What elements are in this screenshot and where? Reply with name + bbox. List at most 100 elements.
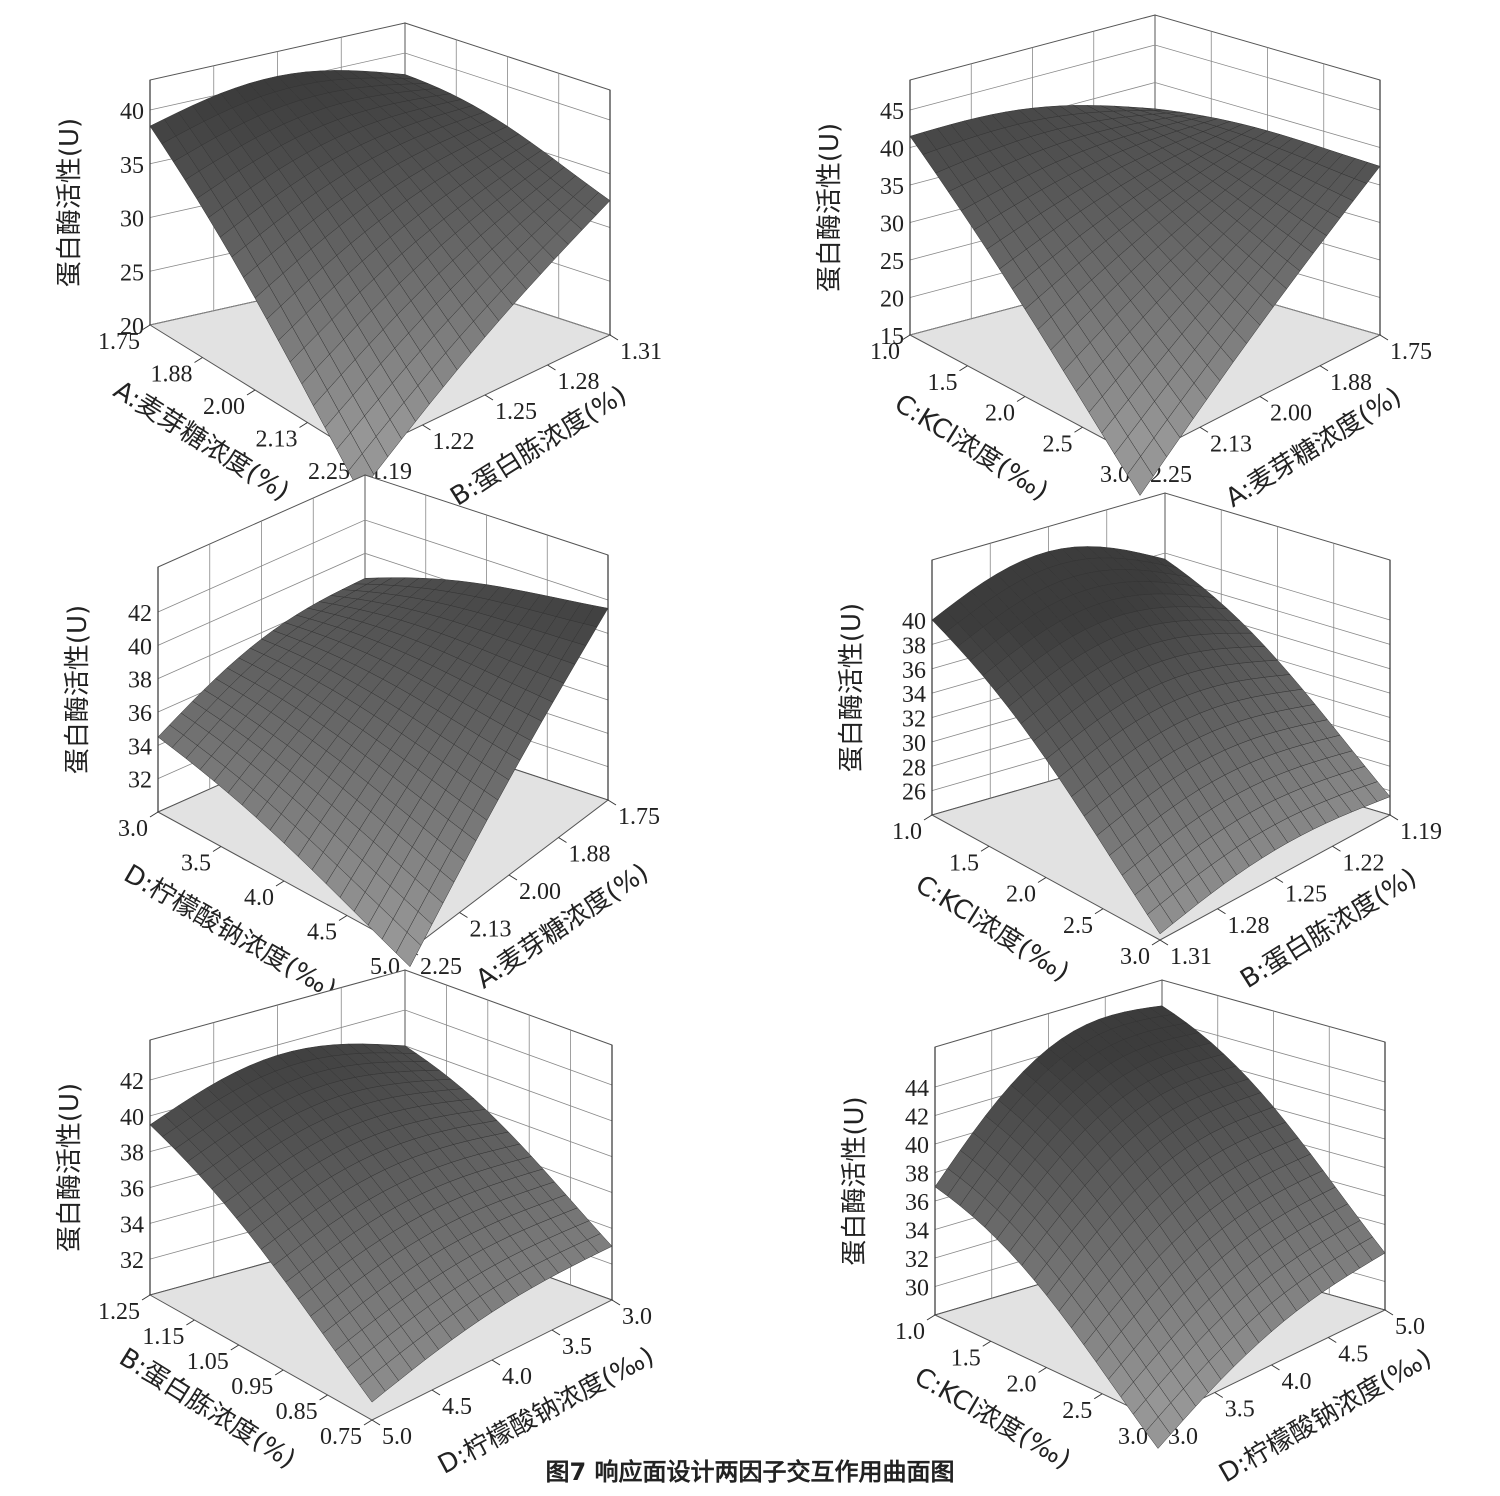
y-tick-label: 1.88 xyxy=(1330,370,1372,396)
x-tick-mark xyxy=(1038,1367,1047,1373)
z-tick-label: 36 xyxy=(902,658,926,684)
figure-caption: 图7 响应面设计两因子交互作用曲面图 xyxy=(545,1458,955,1486)
x-tick-label: 2.0 xyxy=(1006,882,1036,908)
x-tick-label: 3.5 xyxy=(181,851,211,877)
y-tick-mark xyxy=(1274,877,1284,883)
surface-cell xyxy=(1145,1416,1171,1449)
x-tick-mark xyxy=(299,422,308,428)
x-tick-mark xyxy=(275,880,285,887)
y-tick-label: 1.25 xyxy=(495,399,537,425)
y-tick-label: 2.13 xyxy=(470,917,512,943)
x-tick-mark xyxy=(338,915,348,921)
z-tick-label: 35 xyxy=(880,174,904,200)
x-tick-label: 1.75 xyxy=(98,329,140,355)
x-tick-label: 2.25 xyxy=(308,459,350,485)
y-tick-mark xyxy=(431,1389,441,1396)
x-tick-mark xyxy=(1037,877,1047,883)
x-tick-label: 1.15 xyxy=(142,1324,184,1350)
y-tick-mark xyxy=(1389,814,1399,821)
y-tick-mark xyxy=(551,1329,561,1336)
x-tick-label: 3.0 xyxy=(118,816,148,842)
x-tick-mark xyxy=(186,1319,195,1326)
wall-gridline xyxy=(909,44,1381,111)
x-tick-mark xyxy=(141,1294,151,1301)
y-tick-label: 1.75 xyxy=(618,804,660,830)
z-tick-label: 30 xyxy=(905,1276,929,1302)
x-tick-label: 2.5 xyxy=(1062,1398,1092,1424)
wall-gridline xyxy=(157,519,609,613)
x-tick-mark xyxy=(1151,939,1161,946)
x-tick-mark xyxy=(212,846,222,852)
z-axis-title: 蛋白酶活性(U) xyxy=(55,1083,85,1252)
x-tick-mark xyxy=(246,389,256,396)
y-tick-mark xyxy=(1332,845,1341,852)
y-tick-label: 1.28 xyxy=(1228,913,1270,939)
x-tick-mark xyxy=(1074,426,1083,433)
z-tick-label: 25 xyxy=(120,260,144,286)
x-axis-title: C:KCl浓度(‰) xyxy=(889,389,1053,507)
chart-panel-5: 42 40 38 36 34 32 蛋白酶活性(U) 1.251.151.050.950.85… xyxy=(55,969,659,1481)
z-tick-label: 32 xyxy=(902,707,926,733)
z-tick-label: 32 xyxy=(905,1247,929,1273)
x-tick-mark xyxy=(194,357,203,363)
y-tick-mark xyxy=(422,424,431,431)
x-tick-mark xyxy=(1093,1393,1103,1400)
response-surface xyxy=(149,70,611,494)
z-tick-label: 38 xyxy=(128,668,152,694)
x-tick-mark xyxy=(1016,396,1026,402)
z-tick-label: 20 xyxy=(880,287,904,313)
z-tick-label: 40 xyxy=(120,99,144,125)
y-tick-mark xyxy=(371,1419,381,1426)
y-tick-label: 3.0 xyxy=(622,1304,652,1330)
y-tick-mark xyxy=(558,837,567,843)
y-tick-label: 1.25 xyxy=(1285,882,1327,908)
y-tick-mark xyxy=(1199,426,1209,433)
z-tick-label: 42 xyxy=(905,1105,929,1131)
z-tick-label: 36 xyxy=(120,1177,144,1203)
x-tick-label: 2.5 xyxy=(1063,913,1093,939)
x-tick-mark xyxy=(926,1314,936,1321)
y-tick-label: 1.28 xyxy=(558,369,600,395)
y-tick-mark xyxy=(607,799,617,806)
y-tick-label: 1.31 xyxy=(1170,944,1212,970)
y-tick-label: 4.0 xyxy=(1282,1369,1312,1395)
z-tick-label: 38 xyxy=(905,1162,929,1188)
y-tick-mark xyxy=(1217,908,1226,915)
z-tick-label: 36 xyxy=(905,1190,929,1216)
y-tick-mark xyxy=(1319,365,1329,372)
y-tick-mark xyxy=(1384,1309,1394,1316)
z-tick-label: 30 xyxy=(120,207,144,233)
z-axis-title: 蛋白酶活性(U) xyxy=(837,603,867,772)
x-tick-label: 1.88 xyxy=(151,362,193,388)
x-tick-label: 0.95 xyxy=(231,1374,273,1400)
z-tick-label: 40 xyxy=(128,634,152,660)
y-tick-label: 1.22 xyxy=(1343,850,1385,876)
y-tick-label: 5.0 xyxy=(1395,1314,1425,1340)
x-tick-label: 3.0 xyxy=(1120,944,1150,970)
surface-cell xyxy=(1146,903,1174,935)
z-tick-label: 36 xyxy=(128,701,152,727)
z-axis-title: 蛋白酶活性(U) xyxy=(840,1096,870,1265)
y-tick-mark xyxy=(1259,396,1269,402)
x-tick-label: 1.0 xyxy=(870,339,900,365)
y-tick-label: 2.00 xyxy=(519,879,561,905)
z-tick-label: 45 xyxy=(880,99,904,125)
x-tick-label: 1.0 xyxy=(895,1319,925,1345)
y-tick-label: 5.0 xyxy=(382,1424,412,1450)
x-tick-mark xyxy=(959,365,968,372)
z-tick-label: 40 xyxy=(902,609,926,635)
x-tick-mark xyxy=(901,334,911,341)
z-tick-label: 42 xyxy=(120,1069,144,1095)
chart-panel-1: 40 35 30 25 20 蛋白酶活性(U) 1.75 1.88 2.00 2.13 2.25 1.… xyxy=(55,22,662,512)
y-tick-mark xyxy=(609,334,619,341)
z-tick-label: 34 xyxy=(905,1219,929,1245)
x-tick-mark xyxy=(980,845,990,852)
x-tick-mark xyxy=(1094,908,1104,915)
x-tick-label: 1.0 xyxy=(892,819,922,845)
x-tick-label: 4.0 xyxy=(244,885,274,911)
z-tick-label: 40 xyxy=(905,1133,929,1159)
z-tick-label: 44 xyxy=(905,1076,929,1102)
